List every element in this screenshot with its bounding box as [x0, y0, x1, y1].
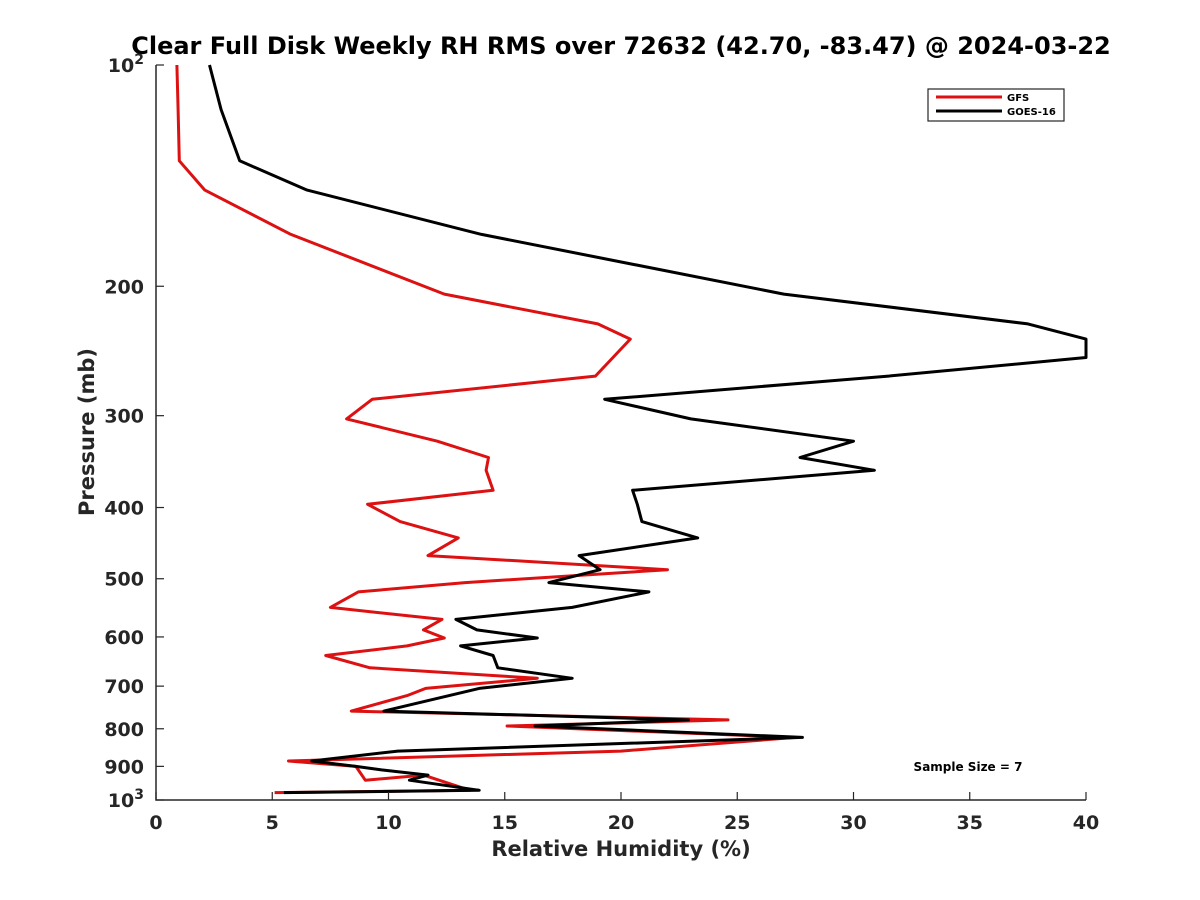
x-tick-label: 20 — [608, 812, 634, 834]
x-axis: 0 5 10 15 20 25 30 35 40 — [149, 792, 1099, 834]
chart-title: Clear Full Disk Weekly RH RMS over 72632… — [131, 32, 1111, 60]
y-tick-label: 900 — [104, 756, 144, 778]
x-tick-label: 35 — [957, 812, 983, 834]
plot-background — [156, 65, 1086, 800]
y-tick-label: 400 — [104, 498, 144, 520]
x-tick-label: 30 — [840, 812, 866, 834]
y-tick-label: 500 — [104, 569, 144, 591]
y-tick-label: 700 — [104, 676, 144, 698]
legend-box — [927, 88, 1065, 122]
x-tick-label: 0 — [149, 812, 162, 834]
y-tick-label: 800 — [104, 719, 144, 741]
x-tick-label: 15 — [492, 812, 518, 834]
legend: GFS GOES-16 — [927, 88, 1065, 122]
plot-area — [155, 64, 1088, 801]
y-tick-label: 102 — [108, 52, 144, 77]
x-tick-label: 25 — [724, 812, 750, 834]
y-tick-label: 600 — [104, 627, 144, 649]
legend-label: GOES-16 — [1007, 107, 1056, 118]
x-tick-label: 10 — [375, 812, 401, 834]
y-tick-label: 200 — [104, 276, 144, 298]
x-tick-label: 5 — [266, 812, 279, 834]
y-tick-label: 103 — [108, 787, 144, 812]
legend-label: GFS — [1007, 93, 1029, 104]
x-tick-label: 40 — [1073, 812, 1099, 834]
series-layer — [175, 64, 1088, 795]
series-line-goes-16 — [208, 64, 1088, 795]
y-axis: 102 200 300 400 500 600 700 800 900 103 — [104, 52, 164, 812]
x-axis-label: Relative Humidity (%) — [491, 837, 750, 861]
sample-size-annotation: Sample Size = 7 — [914, 760, 1023, 774]
y-tick-label: 300 — [104, 406, 144, 428]
y-axis-label: Pressure (mb) — [75, 348, 99, 516]
